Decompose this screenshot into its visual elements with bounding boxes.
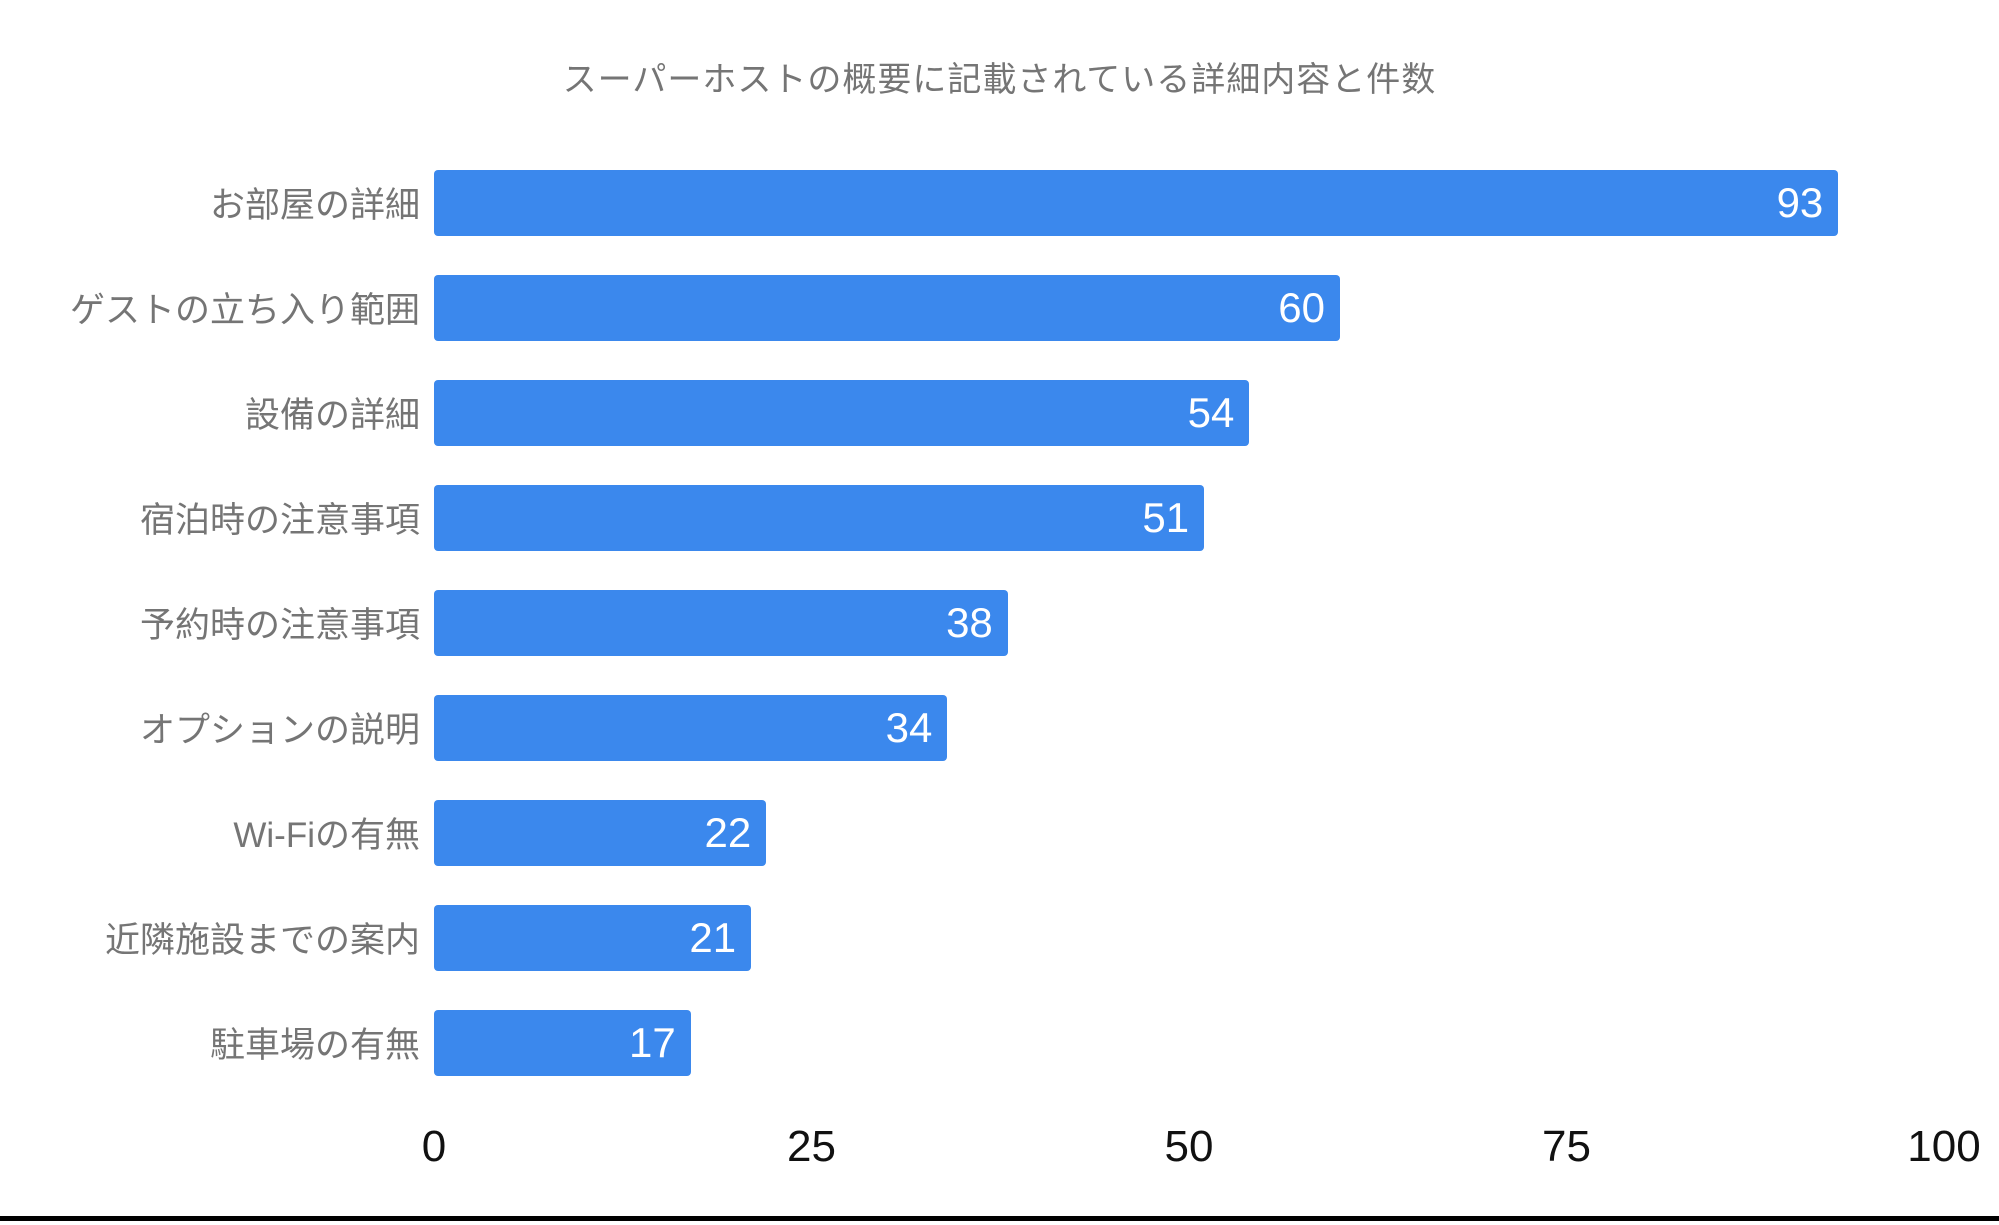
bar-value-label: 93 — [1776, 178, 1824, 226]
category-label: 駐車場の有無 — [209, 1026, 420, 1065]
bar-row: 駐車場の有無 17 — [0, 990, 1944, 1095]
bar-track: 54 — [434, 379, 1944, 446]
bar-value-label: 38 — [946, 598, 993, 646]
category-label: お部屋の詳細 — [209, 186, 420, 225]
bar-row: オプションの説明 34 — [0, 675, 1944, 780]
x-axis-tick-label: 0 — [421, 1122, 447, 1171]
bar: 22 — [434, 799, 767, 866]
bar-row: お部屋の詳細 93 — [0, 150, 1944, 255]
bar-rows: お部屋の詳細 93 ゲストの立ち入り範囲 60 設備の詳細 54 宿泊時の注意事項 51 予約時… — [0, 150, 1944, 1095]
bar-track: 60 — [434, 274, 1944, 341]
bar-track: 51 — [434, 484, 1944, 551]
bar-track: 34 — [434, 694, 1944, 761]
category-label: 近隣施設までの案内 — [104, 921, 420, 960]
category-label: 設備の詳細 — [244, 396, 420, 435]
bar-row: 予約時の注意事項 38 — [0, 570, 1944, 675]
bar: 60 — [434, 274, 1340, 341]
bar-row: 近隣施設までの案内 21 — [0, 885, 1944, 990]
bar: 54 — [434, 379, 1250, 446]
bar-track: 21 — [434, 904, 1944, 971]
bar-row: Wi-Fiの有無 22 — [0, 780, 1944, 885]
bar-value-label: 60 — [1278, 283, 1325, 331]
bar-value-label: 21 — [689, 913, 737, 961]
bar-value-label: 34 — [885, 703, 933, 751]
x-axis: 0 25 50 75 100 — [422, 1122, 1981, 1182]
bar-value-label: 17 — [628, 1018, 676, 1066]
category-label: オプションの説明 — [139, 711, 420, 750]
bar: 34 — [434, 694, 948, 761]
category-label: ゲストの立ち入り範囲 — [69, 291, 420, 330]
bar-track: 38 — [434, 589, 1944, 656]
bar: 17 — [434, 1009, 691, 1076]
bar-row: 設備の詳細 54 — [0, 360, 1944, 465]
bar-track: 93 — [434, 169, 1944, 236]
category-label: 宿泊時の注意事項 — [139, 501, 420, 540]
bar-value-label: 54 — [1187, 388, 1235, 436]
bar-row: 宿泊時の注意事項 51 — [0, 465, 1944, 570]
bar-row: ゲストの立ち入り範囲 60 — [0, 255, 1944, 360]
bar: 51 — [434, 484, 1205, 551]
x-axis-tick-label: 75 — [1542, 1122, 1591, 1171]
bar: 38 — [434, 589, 1008, 656]
bar-track: 22 — [434, 799, 1944, 866]
bar-value-label: 22 — [704, 808, 752, 856]
bottom-divider — [0, 1216, 1999, 1221]
x-axis-tick-label: 25 — [787, 1122, 836, 1171]
x-axis-tick-label: 100 — [1907, 1122, 1981, 1171]
category-label: 予約時の注意事項 — [139, 606, 420, 645]
chart-title: スーパーホストの概要に記載されている詳細内容と件数 — [562, 61, 1437, 99]
bar-value-label: 51 — [1142, 493, 1190, 541]
bar-track: 17 — [434, 1009, 1944, 1076]
bar: 21 — [434, 904, 752, 971]
bar: 93 — [434, 169, 1839, 236]
category-label: Wi-Fiの有無 — [233, 816, 420, 855]
x-axis-tick-label: 50 — [1164, 1122, 1214, 1171]
